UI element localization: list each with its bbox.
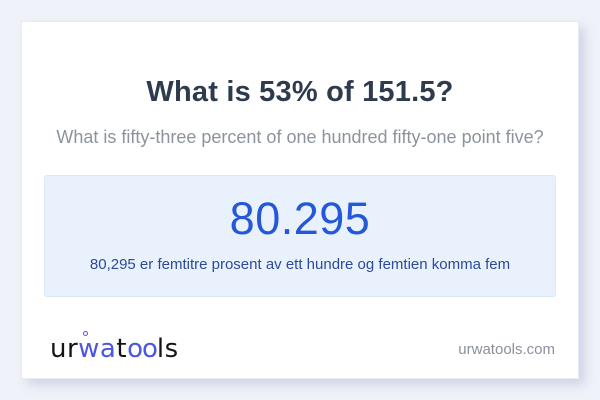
- logo-text-t: t: [116, 334, 128, 364]
- urwatools-logo[interactable]: ur watools: [50, 331, 179, 364]
- logo-text-ls: ls: [156, 334, 179, 364]
- result-card: What is 53% of 151.5? What is fifty-thre…: [21, 21, 579, 379]
- logo-text-wa-label: wa: [78, 334, 117, 364]
- logo-text-wa: wa: [78, 331, 117, 364]
- degree-ring-icon: [83, 331, 89, 336]
- logo-text-ur: ur: [50, 334, 79, 364]
- site-url[interactable]: urwatools.com: [458, 340, 555, 358]
- answer-box: 80.295 80,295 er femtitre prosent av ett…: [44, 175, 556, 298]
- question-subtitle-words: What is fifty-three percent of one hundr…: [56, 126, 544, 147]
- answer-description-norwegian: 80,295 er femtitre prosent av ett hundre…: [89, 255, 511, 273]
- question-title: What is 53% of 151.5?: [146, 76, 454, 108]
- card-footer: ur watools urwatools.com: [50, 331, 555, 364]
- answer-value: 80.295: [229, 193, 371, 245]
- logo-glasses-oo-icon: oo: [127, 334, 158, 364]
